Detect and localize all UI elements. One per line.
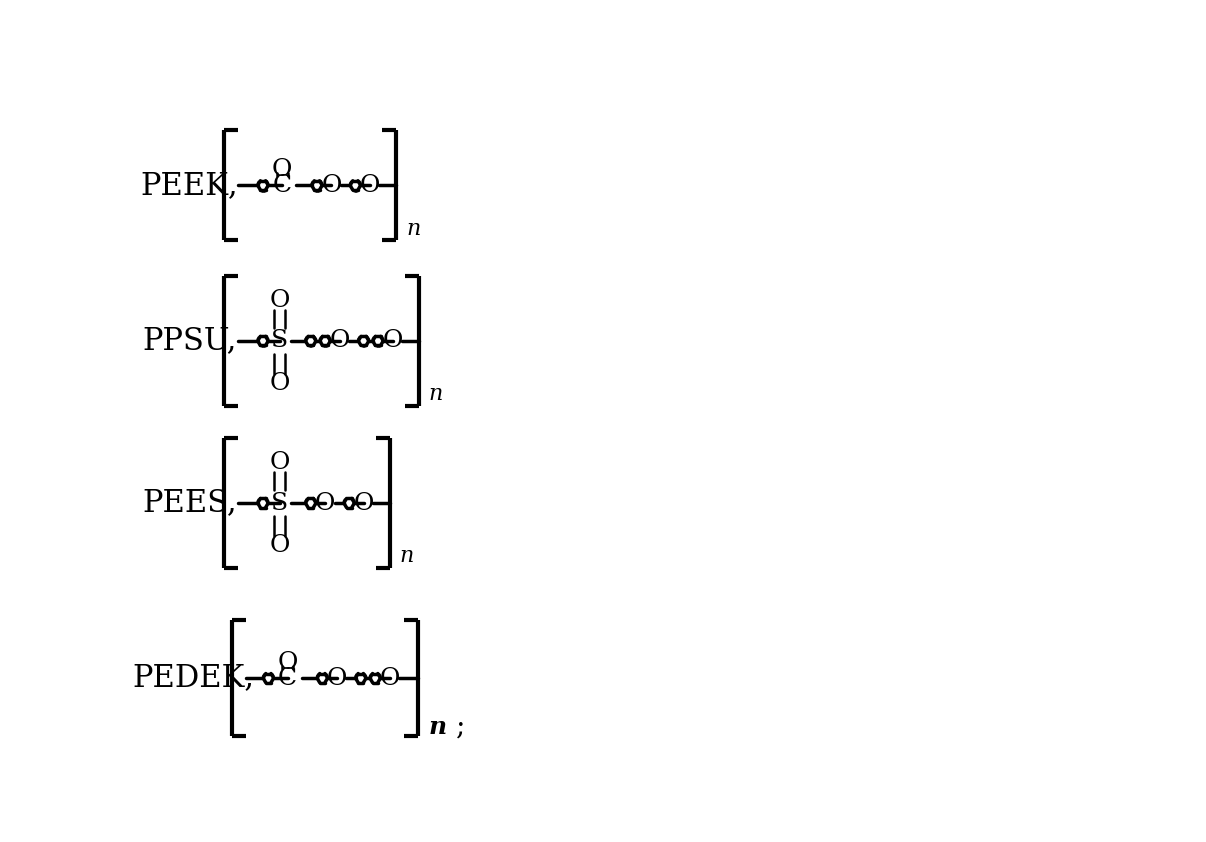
Text: O: O [270, 451, 291, 475]
Text: O: O [329, 329, 350, 353]
Text: O: O [270, 290, 291, 312]
Text: O: O [380, 667, 400, 690]
Text: ;: ; [456, 714, 466, 741]
Text: O: O [359, 173, 380, 197]
Text: C: C [279, 667, 297, 690]
Text: n: n [429, 383, 443, 405]
Text: n: n [406, 218, 421, 240]
Text: O: O [273, 158, 292, 181]
Text: O: O [321, 173, 341, 197]
Text: S: S [271, 329, 288, 353]
Text: PEES,: PEES, [142, 488, 236, 519]
Text: n: n [400, 546, 415, 568]
Text: O: O [270, 372, 291, 395]
Text: O: O [277, 651, 298, 674]
Text: n: n [429, 715, 447, 739]
Text: O: O [353, 492, 374, 514]
Text: O: O [382, 329, 403, 353]
Text: O: O [315, 492, 335, 514]
Text: PEDEK,: PEDEK, [133, 663, 254, 694]
Text: PEEK,: PEEK, [141, 170, 239, 201]
Text: O: O [270, 534, 291, 557]
Text: C: C [273, 173, 292, 197]
Text: S: S [271, 492, 288, 514]
Text: O: O [327, 667, 347, 690]
Text: PPSU,: PPSU, [142, 325, 236, 356]
